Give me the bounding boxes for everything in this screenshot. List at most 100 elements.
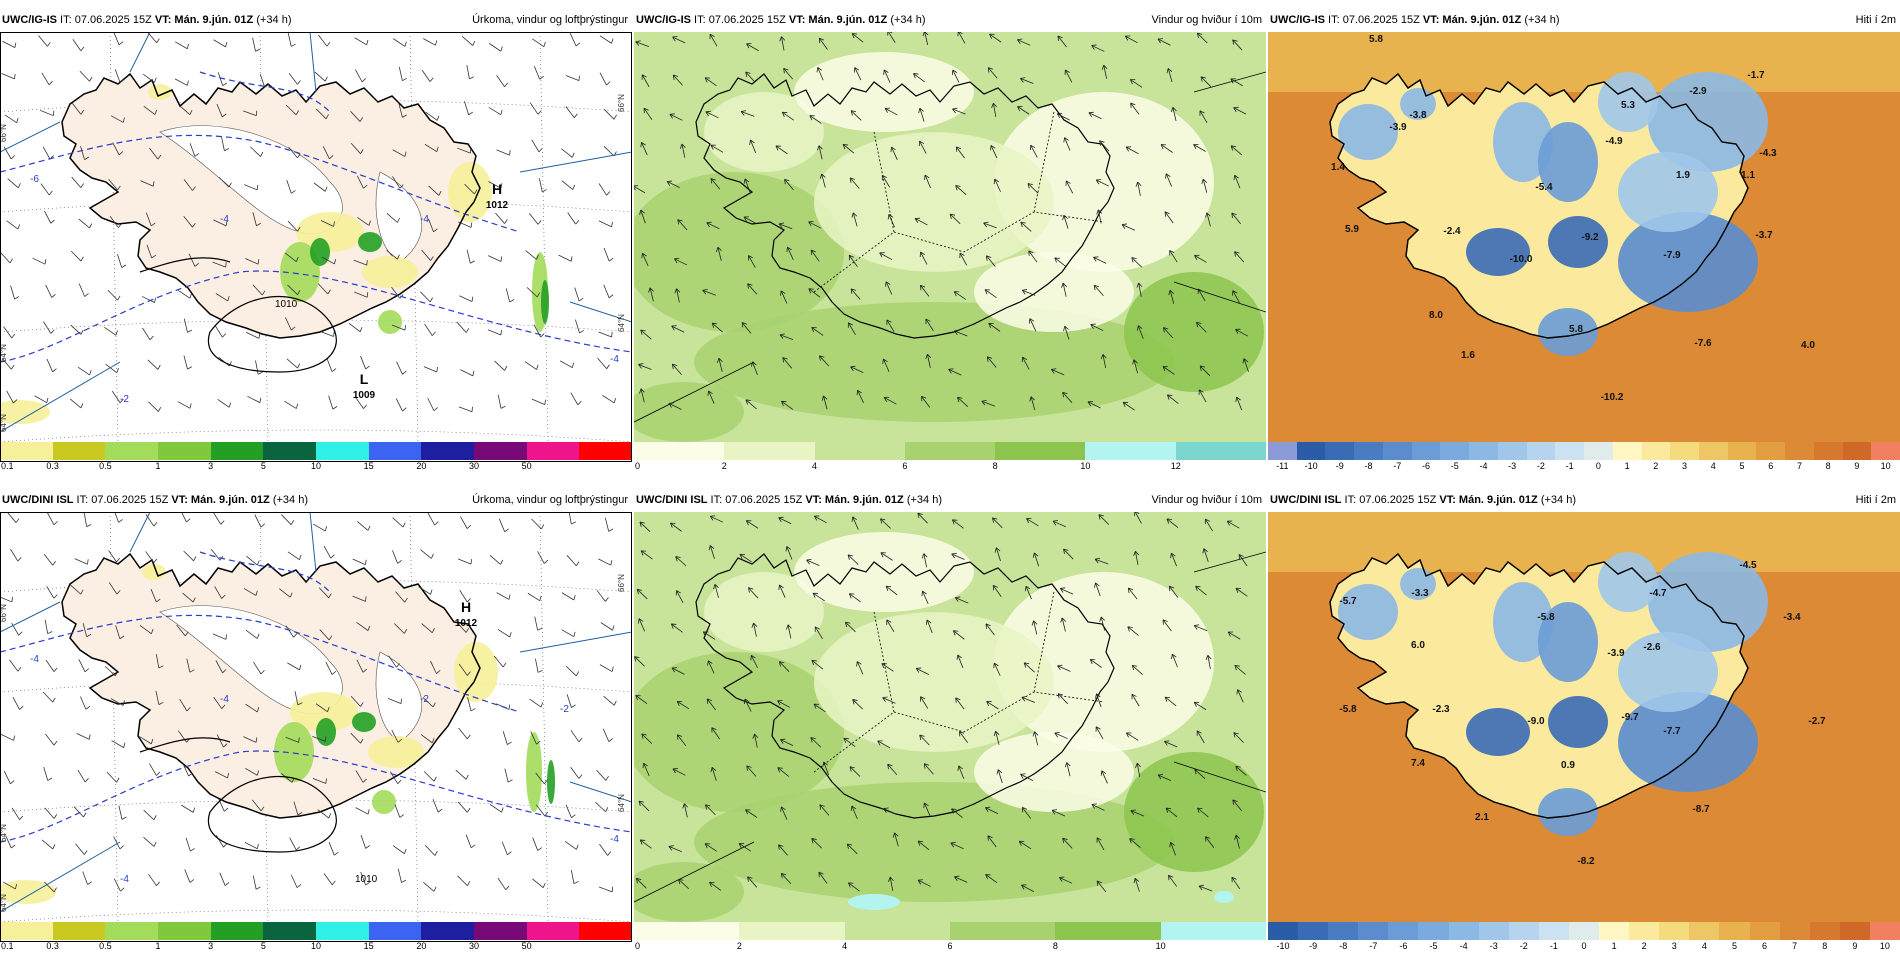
panel-info: UWC/DINI ISL IT: 07.06.2025 15Z VT: Mán.…	[636, 488, 942, 512]
latitude-label: 64°N	[0, 894, 8, 912]
legend-swatch	[1479, 922, 1509, 940]
color-legend	[1268, 442, 1900, 460]
legend-swatch	[1297, 442, 1326, 460]
pressure-centre-value: 1012	[455, 618, 478, 629]
model-name: UWC/IG-IS	[636, 14, 691, 26]
pressure-centre-letter: L	[360, 371, 369, 387]
map-canvas	[634, 32, 1266, 442]
lead-time: (+34 h)	[1538, 494, 1576, 506]
legend-swatch	[1689, 922, 1719, 940]
legend-swatch	[1449, 922, 1479, 940]
legend-tick-label: 6	[1768, 461, 1773, 471]
temperature-value: -3.8	[1409, 110, 1427, 121]
temperature-value: 1.4	[1331, 162, 1345, 173]
init-time: IT: 07.06.2025 15Z	[74, 494, 172, 506]
temperature-value: -9.0	[1527, 716, 1545, 727]
legend-tick-label: 8	[993, 461, 998, 471]
legend-tick-label: -8	[1365, 461, 1373, 471]
legend-tick-label: 0	[635, 461, 640, 471]
legend-swatch	[724, 442, 814, 460]
legend-swatch	[1719, 922, 1749, 940]
legend-tick-label: -4	[1479, 461, 1487, 471]
legend-swatch	[1843, 442, 1872, 460]
panel-title: Úrkoma, vindur og loftþrýstingur	[472, 488, 628, 512]
legend-tick-label: 10	[1881, 461, 1891, 471]
legend-swatch	[211, 922, 264, 940]
legend-swatch	[1498, 442, 1527, 460]
legend-tick-label: 0.5	[99, 461, 112, 471]
legend-swatch	[1728, 442, 1757, 460]
temperature-value: -5.8	[1339, 704, 1357, 715]
legend-tick-label: 1	[155, 461, 160, 471]
legend-swatch	[1780, 922, 1810, 940]
panel-title: Hiti í 2m	[1856, 488, 1896, 512]
isotherm-label: -4	[220, 214, 229, 225]
legend-swatch	[105, 442, 158, 460]
panel-title: Vindur og hviður í 10m	[1152, 488, 1262, 512]
legend-swatch	[1871, 442, 1900, 460]
legend-swatch	[421, 922, 474, 940]
legend-swatch	[1659, 922, 1689, 940]
legend-tick-label: 6	[902, 461, 907, 471]
legend-swatch	[1383, 442, 1412, 460]
lead-time: (+34 h)	[887, 14, 925, 26]
map-canvas: -4-4-2-4-4-21010H101266°N66°N64°N64°N64°…	[0, 512, 632, 922]
legend-swatch	[53, 442, 106, 460]
pressure-centre-value: 1012	[486, 200, 509, 211]
legend-swatch	[1756, 442, 1785, 460]
temperature-value: -3.7	[1755, 230, 1773, 241]
legend-swatch	[1814, 442, 1843, 460]
legend-tick-label: 3	[1682, 461, 1687, 471]
lead-time: (+34 h)	[253, 14, 291, 26]
panel-info: UWC/DINI ISL IT: 07.06.2025 15Z VT: Mán.…	[1270, 488, 1576, 512]
valid-time: VT: Mán. 9.jún. 01Z	[805, 494, 903, 506]
isotherm-label: -4	[420, 214, 429, 225]
panel-title: Úrkoma, vindur og loftþrýstingur	[472, 8, 628, 32]
temperature-value: 5.9	[1345, 224, 1359, 235]
legend-swatch	[316, 442, 369, 460]
temperature-value: 8.0	[1429, 310, 1443, 321]
legend-swatch	[1388, 922, 1418, 940]
color-legend	[634, 922, 1266, 940]
temperature-value: 1.6	[1461, 350, 1475, 361]
map-panel-temp: UWC/IG-IS IT: 07.06.2025 15Z VT: Mán. 9.…	[1268, 8, 1900, 478]
legend-swatch	[474, 922, 527, 940]
pressure-centre-letter: H	[461, 599, 471, 615]
valid-time: VT: Mán. 9.jún. 01Z	[789, 14, 887, 26]
map-panel-wind: UWC/IG-IS IT: 07.06.2025 15Z VT: Mán. 9.…	[634, 8, 1266, 478]
latitude-label: 64°N	[617, 794, 626, 812]
temperature-value: -4.7	[1649, 588, 1667, 599]
legend-swatch	[158, 922, 211, 940]
isotherm-label: -2	[560, 704, 569, 715]
isotherm-label: -4	[120, 874, 129, 885]
temperature-value: 5.8	[1369, 34, 1383, 45]
legend-swatch	[1539, 922, 1569, 940]
legend-swatch	[1785, 442, 1814, 460]
legend-swatch	[1750, 922, 1780, 940]
legend-swatch	[0, 922, 53, 940]
legend-tick-label: 15	[364, 461, 374, 471]
temperature-value: -5.4	[1535, 182, 1553, 193]
legend-swatch	[263, 442, 316, 460]
legend-swatch	[1469, 442, 1498, 460]
temperature-value: -4.9	[1605, 136, 1623, 147]
temperature-value: -2.3	[1432, 704, 1450, 715]
temperature-value: -3.9	[1389, 122, 1407, 133]
temperature-value: -7.6	[1694, 338, 1712, 349]
legend-swatch	[1642, 442, 1671, 460]
legend-tick-label: -10	[1305, 461, 1318, 471]
legend-tick-label: -3	[1508, 461, 1516, 471]
legend-tick-label: 0.1	[1, 461, 14, 471]
legend-swatch	[1840, 922, 1870, 940]
legend-swatch	[1268, 922, 1298, 940]
temperature-value: -2.4	[1443, 226, 1461, 237]
map-canvas: -4.5-5.7-3.3-5.8-4.7-3.46.0-3.9-2.6-5.8-…	[1268, 512, 1900, 922]
legend-tick-label: 0	[1596, 461, 1601, 471]
legend-swatch	[1418, 922, 1448, 940]
legend-tick-label: 4	[1711, 461, 1716, 471]
